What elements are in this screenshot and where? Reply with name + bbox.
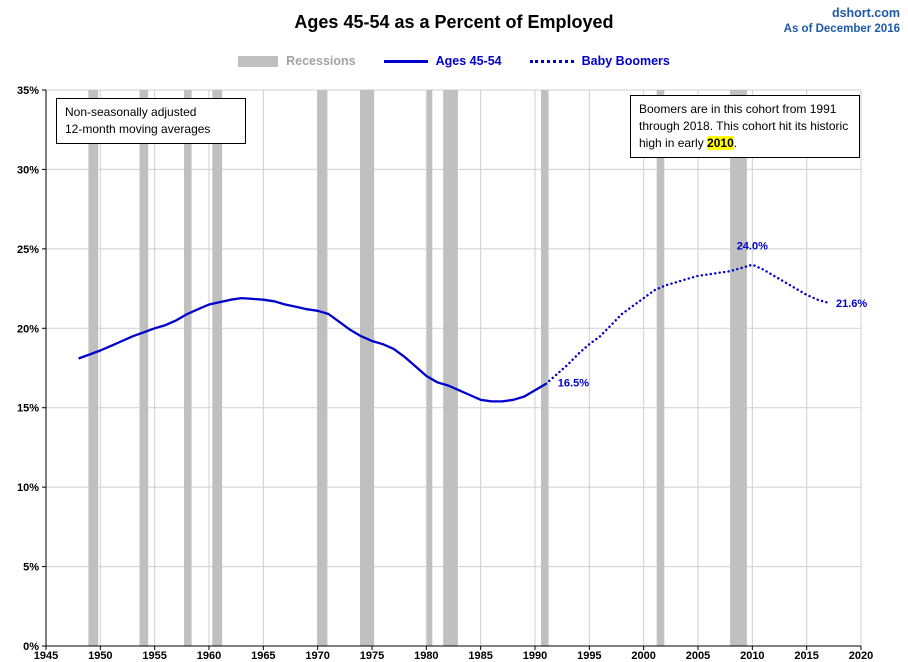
data-label: 21.6% bbox=[836, 298, 867, 310]
note-adjustment-line2: 12-month moving averages bbox=[65, 122, 211, 137]
recession-bars bbox=[88, 90, 747, 646]
recession-bar bbox=[730, 90, 747, 646]
source-site-text: dshort.com bbox=[831, 6, 900, 20]
note-box-boomers: Boomers are in this cohort from 1991 thr… bbox=[630, 95, 860, 159]
note-box-adjustment: Non-seasonally adjusted 12-month moving … bbox=[56, 98, 246, 145]
svg-text:2020: 2020 bbox=[849, 650, 873, 662]
svg-text:0%: 0% bbox=[23, 641, 39, 653]
recession-bar bbox=[656, 90, 665, 646]
as-of-date: As of December 2016 bbox=[783, 23, 900, 35]
legend-label-baby-boomers: Baby Boomers bbox=[581, 54, 670, 68]
legend: Recessions Ages 45-54 Baby Boomers bbox=[0, 54, 908, 68]
svg-text:35%: 35% bbox=[17, 85, 39, 97]
svg-text:1960: 1960 bbox=[197, 650, 221, 662]
svg-text:1965: 1965 bbox=[251, 650, 275, 662]
note-boomers-period: . bbox=[733, 136, 738, 151]
page-title: Ages 45-54 as a Percent of Employed bbox=[294, 12, 614, 32]
svg-text:2010: 2010 bbox=[740, 650, 764, 662]
note-boomers-text: Boomers are in this cohort from 1991 thr… bbox=[639, 102, 849, 151]
svg-text:1985: 1985 bbox=[468, 650, 492, 662]
data-label: 16.5% bbox=[558, 377, 589, 389]
svg-text:10%: 10% bbox=[17, 482, 39, 494]
axes bbox=[42, 89, 862, 650]
recession-bar bbox=[443, 90, 458, 646]
svg-text:25%: 25% bbox=[17, 244, 39, 256]
note-adjustment-line1: Non-seasonally adjusted bbox=[65, 105, 197, 119]
svg-text:1980: 1980 bbox=[414, 650, 438, 662]
svg-text:1995: 1995 bbox=[577, 650, 601, 662]
svg-text:2005: 2005 bbox=[686, 650, 710, 662]
svg-text:1950: 1950 bbox=[88, 650, 112, 662]
recession-bar bbox=[212, 90, 223, 646]
svg-text:1945: 1945 bbox=[34, 650, 58, 662]
legend-item-ages-45-54: Ages 45-54 bbox=[383, 54, 502, 68]
recession-bar bbox=[184, 90, 192, 646]
recession-bar bbox=[317, 90, 328, 646]
legend-item-recessions: Recessions bbox=[238, 54, 356, 68]
x-axis-labels: 1945 1950 1955 1960 1965 1970 1975 1980 1985 1990… bbox=[34, 650, 873, 662]
recession-bar bbox=[426, 90, 433, 646]
svg-text:1975: 1975 bbox=[360, 650, 384, 662]
svg-text:1990: 1990 bbox=[523, 650, 547, 662]
svg-text:2015: 2015 bbox=[794, 650, 818, 662]
recession-bar bbox=[88, 90, 99, 646]
svg-text:5%: 5% bbox=[23, 562, 39, 574]
svg-text:15%: 15% bbox=[17, 403, 39, 415]
note-boomers-highlight: 2010 bbox=[707, 136, 734, 151]
data-label: 24.0% bbox=[737, 241, 768, 253]
y-axis-labels: 0% 5% 10% 15% 20% 25% 30% 35% bbox=[17, 85, 39, 653]
svg-text:1970: 1970 bbox=[305, 650, 329, 662]
data-labels: 16.5% 24.0% 21.6% bbox=[558, 241, 868, 390]
solid-line-swatch-icon bbox=[383, 59, 428, 63]
svg-text:30%: 30% bbox=[17, 164, 39, 176]
legend-label-recessions: Recessions bbox=[286, 54, 356, 68]
recession-swatch-icon bbox=[238, 55, 279, 67]
legend-item-baby-boomers: Baby Boomers bbox=[529, 54, 670, 68]
baby-boomers-line bbox=[544, 263, 830, 386]
recession-bar bbox=[360, 90, 375, 646]
svg-text:2000: 2000 bbox=[631, 650, 655, 662]
recession-bar bbox=[541, 90, 549, 646]
recession-bar bbox=[139, 90, 149, 646]
ages-45-54-line bbox=[78, 296, 547, 403]
source-block: dshort.com As of December 2016 bbox=[784, 6, 900, 35]
svg-text:1955: 1955 bbox=[142, 650, 166, 662]
svg-text:20%: 20% bbox=[17, 323, 39, 335]
dotted-line-swatch-icon bbox=[529, 59, 574, 63]
legend-label-ages-45-54: Ages 45-54 bbox=[435, 54, 502, 68]
